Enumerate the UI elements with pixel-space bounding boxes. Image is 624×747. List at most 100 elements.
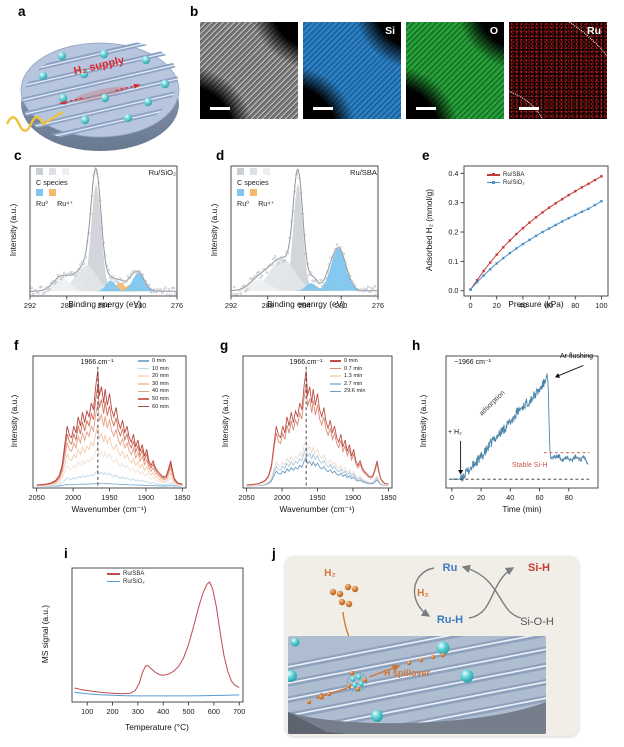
plot-frame	[463, 165, 609, 297]
series-1.3 min	[246, 439, 389, 487]
legend-swatch	[138, 375, 149, 377]
wafer-disk-art	[5, 27, 188, 151]
legend-d: C species Ru⁰ Ru⁴⁺	[237, 168, 283, 210]
panel-letter-f: f	[14, 338, 19, 353]
legend-swatch	[107, 580, 120, 583]
ru-spheres-j	[288, 637, 474, 722]
series-50 min	[36, 385, 183, 486]
tick-label: 40	[519, 301, 527, 310]
xps-component-5	[231, 283, 378, 291]
legend-label: 0 min	[152, 358, 166, 364]
chart-c-xlabel: Binding energy (eV)	[68, 299, 142, 309]
legend-label: 20 min	[152, 373, 169, 380]
tick-label: 292	[24, 301, 36, 310]
legend-item: 30 min	[138, 381, 169, 387]
chart-d-ylabel: Intensity (a.u.)	[209, 203, 219, 257]
panel-letter-a: a	[18, 4, 26, 19]
x-axis-ticks: 2050 2000 1950 1900 1850	[238, 488, 397, 502]
legend-swatch	[330, 390, 341, 393]
panel-letter-h: h	[412, 338, 421, 353]
legend-i: Ru/SBA Ru/SiO₂	[107, 571, 145, 585]
chart-f-peak-label: 1966 cm⁻¹	[80, 359, 114, 366]
scale-bar	[416, 107, 436, 110]
tick-label: 200	[106, 707, 118, 716]
ru4-swatch	[49, 189, 56, 196]
tick-label: 80	[571, 301, 579, 310]
chart-i-ylabel: MS signal (a.u.)	[40, 604, 50, 664]
chart-c-ylabel: Intensity (a.u.)	[8, 203, 18, 257]
legend-e: Ru/SBA Ru/SiO₂	[487, 172, 525, 186]
legend-item: 29.6 min	[330, 388, 365, 394]
legend-item: 40 min	[138, 388, 169, 394]
series-20 min	[36, 443, 183, 487]
tick-label: 288	[262, 301, 274, 310]
tick-label: 280	[335, 301, 347, 310]
panel-letter-b: b	[190, 4, 199, 19]
tick-label: 0.0	[448, 286, 458, 295]
legend-f: 0 min 10 min 20 min 30 min 40 min 50 min 60 mi…	[138, 358, 169, 410]
chart-h-xlabel: Time (min)	[502, 504, 542, 514]
ru4-label: Ru⁴⁺	[57, 198, 74, 208]
spillover-art	[288, 564, 546, 734]
series-Ru/SBA	[74, 581, 240, 695]
tick-label: 0	[450, 493, 454, 502]
si-h-label: Si-H	[528, 562, 550, 574]
legend-c: C species Ru⁰ Ru⁴⁺	[36, 168, 82, 210]
markers-Ru/SBA	[469, 175, 603, 291]
panel-a-illustration: H₂ supply	[5, 14, 193, 152]
legend-label: 1.3 min	[344, 373, 363, 380]
h-atom-trails	[306, 652, 446, 705]
chart-f-ylabel: Intensity (a.u.)	[9, 394, 19, 448]
tick-label: 0	[469, 301, 473, 310]
tick-label: 0.2	[448, 228, 458, 237]
panel-letter-i: i	[64, 546, 68, 561]
o-map-image: O	[406, 22, 504, 119]
c-species-swatch	[237, 168, 244, 175]
xps-component-0	[231, 184, 378, 291]
chart-h-ylabel: Intensity (a.u.)	[418, 394, 428, 448]
legend-item: 0 min	[138, 358, 169, 364]
tick-label: 600	[208, 707, 220, 716]
tick-label: 1850	[174, 493, 190, 502]
legend-label: Ru/SBA	[503, 172, 525, 178]
chart-e-adsorption: 0 20 40 60 80 100 0.0 0.1 0.2 0.3 0.4 Ru/SBA Ru/SiO…	[438, 160, 612, 316]
tick-label: 0.4	[448, 169, 458, 178]
legend-item: Ru/SBA	[107, 571, 145, 577]
spillover-cluster	[346, 670, 368, 692]
si-map-label: Si	[385, 25, 395, 37]
h2-molecules	[329, 583, 359, 608]
legend-swatch	[138, 367, 149, 370]
legend-item: 1.3 min	[330, 373, 365, 379]
stable-sih-label: Stable Si-H	[512, 462, 548, 469]
tick-label: 1950	[309, 493, 325, 502]
c-species-label: C species	[36, 177, 68, 187]
ru-map-label: Ru	[587, 25, 601, 37]
plot-frame	[242, 355, 393, 489]
h2-on-label: + H₂	[448, 429, 462, 436]
chart-e-ylabel: Adsorbed H₂ (mmol/g)	[424, 188, 434, 272]
xps-component-1	[30, 265, 177, 292]
xps-envelope	[231, 168, 378, 292]
x-axis-ticks: 0 20 40 60 80	[450, 488, 573, 502]
legend-item: 10 min	[138, 366, 169, 372]
x-axis-ticks: 2050 2000 1950 1900 1850	[29, 488, 190, 502]
legend-marker	[491, 180, 495, 184]
legend-label: 60 min	[152, 403, 169, 410]
panel-letter-e: e	[422, 148, 430, 163]
raw-data-points	[229, 171, 378, 297]
chart-g-ir-spectra: 2050 2000 1950 1900 1850 0 min 0.7 min 1.3 min…	[235, 348, 400, 510]
legend-swatch	[487, 180, 500, 184]
plot-frame	[71, 567, 244, 703]
series-0 min	[36, 482, 183, 487]
xps-component-1	[231, 258, 378, 291]
series-2.7 min	[246, 446, 389, 487]
ru0-swatch	[36, 189, 43, 196]
cycle-h2-label: H₂	[417, 588, 429, 599]
legend-item: 60 min	[138, 404, 169, 410]
xps-envelope	[30, 167, 177, 292]
panel-j-scheme: H₂ Ru Si-H H₂ Ru-H Si-O-H H spillover	[285, 556, 579, 736]
tick-label: 300	[132, 707, 144, 716]
legend-swatch	[107, 573, 120, 575]
ru4-label: Ru⁴⁺	[258, 198, 275, 208]
chart-d-xlabel: Binding enenrgy (eV)	[267, 299, 345, 309]
